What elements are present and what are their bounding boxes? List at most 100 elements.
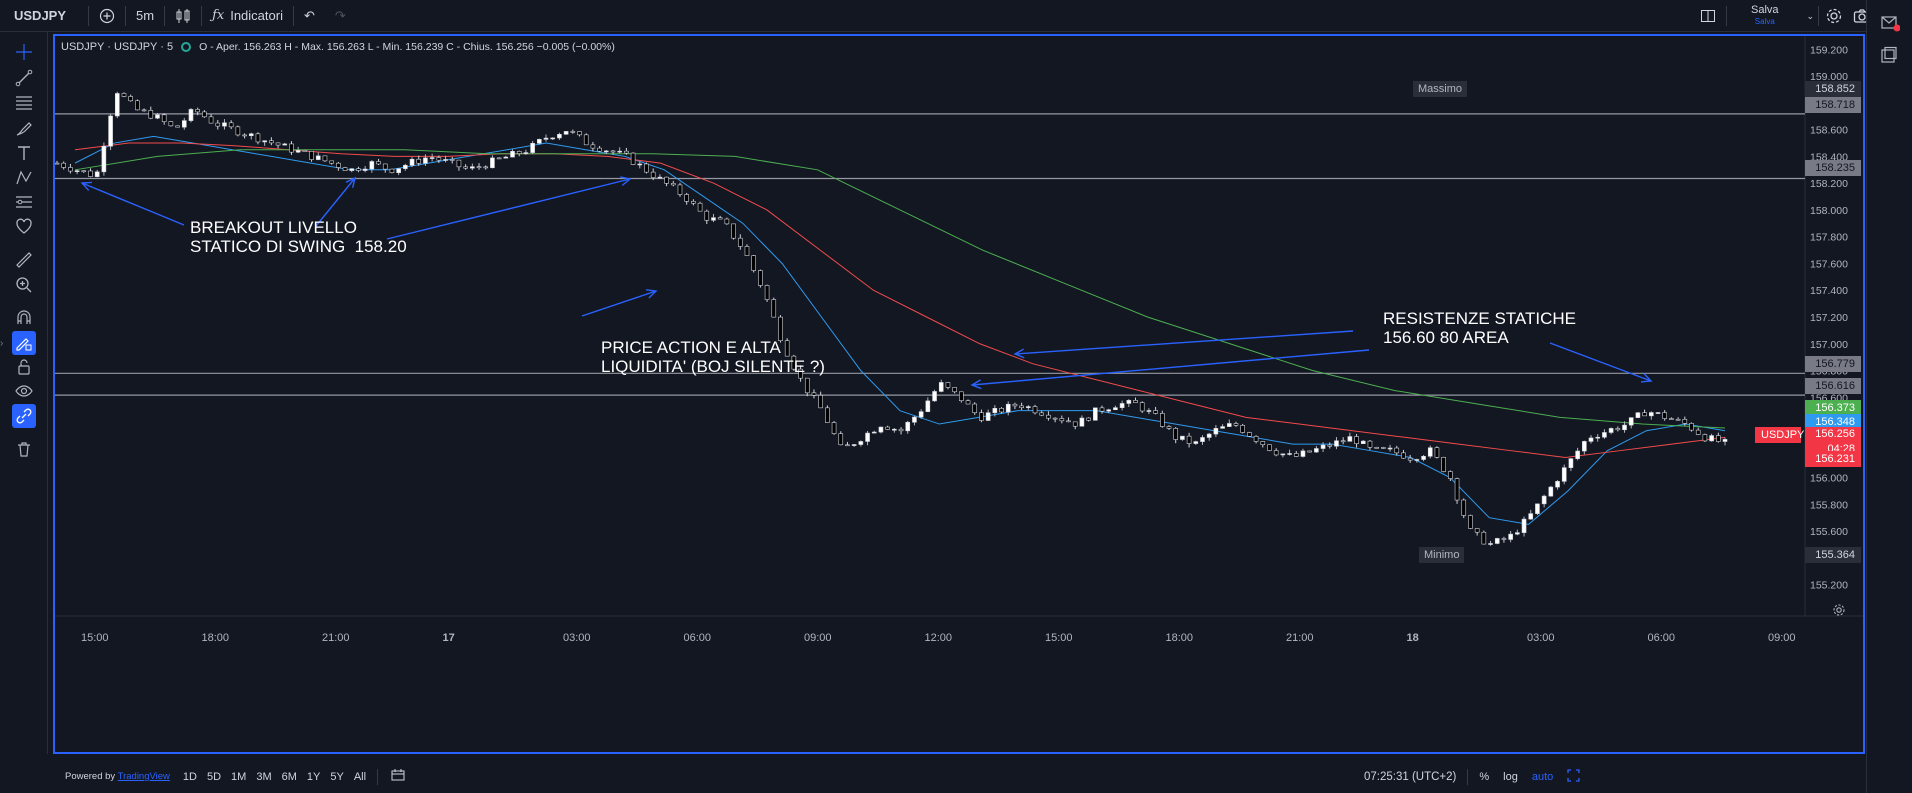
candle-down bbox=[1086, 417, 1091, 421]
scale-settings-button[interactable] bbox=[1832, 603, 1846, 622]
candle-down bbox=[684, 194, 689, 202]
candle-up bbox=[1622, 424, 1627, 431]
candle-down bbox=[717, 217, 723, 220]
divider bbox=[201, 5, 203, 26]
candle-up bbox=[1026, 406, 1031, 408]
candle-down bbox=[677, 184, 683, 195]
candle-down bbox=[336, 162, 341, 168]
fullscreen-button[interactable] bbox=[1560, 768, 1587, 785]
save-label: Salva bbox=[1751, 4, 1779, 16]
candle-up bbox=[1541, 495, 1547, 505]
sync-drawings-tool[interactable] bbox=[12, 404, 36, 428]
layout-button[interactable] bbox=[1690, 0, 1726, 32]
candle-down bbox=[242, 134, 247, 137]
trendline-tool[interactable] bbox=[12, 66, 36, 90]
powered-by: Powered by TradingView bbox=[53, 771, 178, 782]
auto-toggle[interactable]: auto bbox=[1531, 770, 1554, 783]
ma-line-green bbox=[74, 149, 1726, 429]
divider bbox=[1467, 768, 1469, 785]
redo-button[interactable]: ↷ bbox=[325, 0, 356, 32]
price-axis-label: 158.600 bbox=[1810, 125, 1848, 137]
candle-up bbox=[409, 158, 415, 166]
candle-down bbox=[825, 407, 830, 423]
pattern-tool[interactable] bbox=[12, 166, 36, 190]
candle-up bbox=[114, 93, 120, 117]
undo-button[interactable]: ↶ bbox=[294, 0, 325, 32]
lock-tool[interactable] bbox=[12, 355, 36, 379]
chart-pane[interactable]: 159.200159.000158.800158.600158.400158.2… bbox=[53, 34, 1865, 754]
alerts-button[interactable] bbox=[1880, 14, 1901, 37]
collapse-toolbar-icon[interactable]: › bbox=[0, 338, 4, 349]
annotation-arrow bbox=[581, 290, 657, 317]
price-axis-label: 157.000 bbox=[1810, 339, 1848, 351]
candle-up bbox=[181, 120, 187, 128]
range-button-6m[interactable]: 6M bbox=[281, 770, 297, 783]
save-menu-button[interactable]: ⌄ bbox=[1803, 0, 1819, 32]
range-button-1m[interactable]: 1M bbox=[231, 770, 247, 783]
symbol-search-button[interactable]: USDJPY bbox=[14, 8, 67, 23]
visibility-tool[interactable] bbox=[12, 379, 36, 403]
crosshair-tool[interactable] bbox=[12, 40, 36, 64]
candle-down bbox=[1233, 423, 1239, 426]
delete-drawings-tool[interactable] bbox=[12, 437, 36, 461]
text-icon bbox=[18, 146, 30, 160]
candle-up bbox=[1387, 447, 1393, 450]
candle-down bbox=[1173, 428, 1178, 440]
tradingview-link[interactable]: TradingView bbox=[117, 771, 170, 782]
divider bbox=[125, 5, 126, 26]
indicators-button[interactable]: ƒx Indicatori bbox=[202, 0, 293, 32]
annotation-price-action[interactable]: PRICE ACTION E ALTA LIQUIDITA' (BOJ SILE… bbox=[601, 338, 825, 376]
time-axis-label: 06:00 bbox=[684, 632, 712, 644]
arrow-head bbox=[645, 289, 658, 299]
magnet-tool[interactable] bbox=[12, 306, 36, 330]
range-button-5y[interactable]: 5Y bbox=[330, 770, 344, 783]
price-axis-label: 157.200 bbox=[1810, 312, 1848, 324]
candle-down bbox=[275, 142, 281, 146]
text-tool[interactable] bbox=[12, 141, 36, 165]
watchlist-button[interactable] bbox=[1880, 46, 1898, 69]
log-toggle[interactable]: log bbox=[1503, 770, 1518, 783]
price-axis-label: 157.600 bbox=[1810, 258, 1848, 270]
fib-tool[interactable] bbox=[12, 91, 36, 115]
favorites-tool[interactable] bbox=[12, 214, 36, 238]
save-button[interactable]: Salva Salva bbox=[1727, 0, 1803, 32]
candle-up bbox=[222, 122, 227, 127]
candle-up bbox=[557, 134, 562, 139]
candle-up bbox=[443, 159, 448, 161]
prediction-tool[interactable] bbox=[12, 190, 36, 214]
arrow-head bbox=[970, 379, 982, 390]
candle-down bbox=[1012, 403, 1018, 407]
price-axis-label: 158.200 bbox=[1810, 178, 1848, 190]
brush-tool[interactable] bbox=[12, 116, 36, 140]
price-axis-label: 156.000 bbox=[1810, 473, 1848, 485]
percent-toggle[interactable]: % bbox=[1479, 770, 1490, 783]
compare-add-button[interactable] bbox=[89, 0, 125, 32]
chart-canvas[interactable]: 159.200159.000158.800158.600158.400158.2… bbox=[55, 36, 1863, 752]
zoom-tool[interactable] bbox=[12, 273, 36, 297]
range-button-all[interactable]: All bbox=[353, 770, 367, 783]
candle-down bbox=[1695, 429, 1701, 435]
annotation-breakout[interactable]: BREAKOUT LIVELLO STATICO DI SWING 158.20 bbox=[190, 218, 407, 256]
candle-down bbox=[1448, 471, 1453, 479]
price-axis-label: 157.800 bbox=[1810, 232, 1848, 244]
ruler-tool[interactable] bbox=[12, 248, 36, 272]
divider bbox=[164, 5, 166, 26]
range-button-3m[interactable]: 3M bbox=[256, 770, 272, 783]
clock-timezone[interactable]: 07:25:31 (UTC+2) bbox=[1364, 770, 1457, 783]
stay-drawing-tool[interactable] bbox=[12, 331, 36, 355]
goto-date-button[interactable] bbox=[384, 769, 412, 784]
candle-up bbox=[851, 444, 857, 446]
range-button-5d[interactable]: 5D bbox=[206, 770, 222, 783]
arrow-head bbox=[1013, 348, 1025, 359]
candle-down bbox=[798, 368, 803, 379]
candle-up bbox=[1568, 458, 1574, 468]
chart-type-button[interactable] bbox=[165, 0, 201, 32]
price-axis-label: 155.200 bbox=[1810, 580, 1848, 592]
range-button-1y[interactable]: 1Y bbox=[306, 770, 321, 783]
candle-down bbox=[289, 143, 294, 153]
settings-button[interactable] bbox=[1819, 0, 1849, 32]
candle-up bbox=[188, 109, 194, 121]
annotation-resistenze[interactable]: RESISTENZE STATICHE 156.60 80 AREA bbox=[1383, 309, 1577, 347]
range-button-1d[interactable]: 1D bbox=[182, 770, 197, 783]
interval-button[interactable]: 5m bbox=[136, 8, 155, 23]
